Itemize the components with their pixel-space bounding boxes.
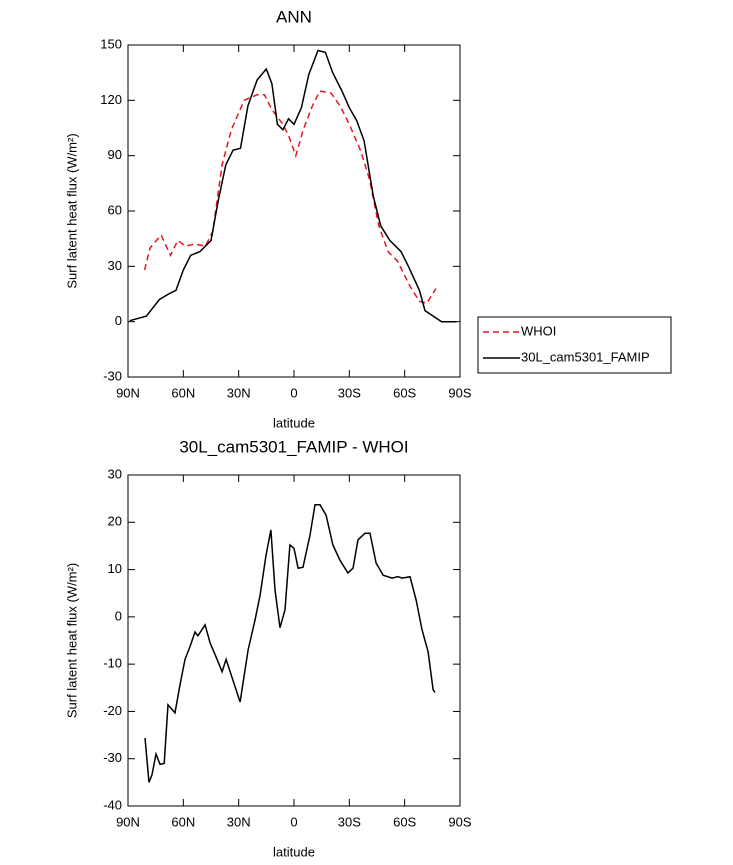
y-tick-label: 20 [108,514,122,529]
x-tick-label: 0 [290,814,297,829]
y-tick-label: 120 [100,92,122,107]
plot-frame [127,474,461,807]
x-tick-label: 0 [290,385,297,400]
x-tick-label: 60S [393,385,416,400]
x-tick-label: 30N [227,814,251,829]
x-tick-label: 90S [448,814,471,829]
y-axis-label: Surf latent heat flux (W/m²) [64,133,79,288]
chart-title: ANN [276,7,312,26]
legend-label: WHOI [521,323,556,338]
y-tick-label: -10 [103,656,122,671]
y-tick-label: 10 [108,561,122,576]
y-tick-label: 30 [108,258,122,273]
x-tick-label: 30S [338,385,361,400]
y-tick-label: -30 [103,368,122,383]
x-tick-label: 90N [116,814,140,829]
x-tick-label: 60S [393,814,416,829]
x-axis-label: latitude [273,844,315,859]
data-line [143,90,437,305]
x-tick-label: 60N [171,385,195,400]
y-tick-label: 0 [115,608,122,623]
y-tick-label: 90 [108,147,122,162]
y-tick-label: -20 [103,703,122,718]
x-tick-label: 60N [171,814,195,829]
data-line [129,49,457,323]
y-tick-label: 30 [108,466,122,481]
x-tick-label: 90S [448,385,471,400]
x-tick-label: 90N [116,385,140,400]
y-tick-label: 0 [115,313,122,328]
y-tick-label: 150 [100,36,122,51]
y-tick-label: -30 [103,750,122,765]
chart-title: 30L_cam5301_FAMIP - WHOI [179,437,408,456]
x-tick-label: 30N [227,385,251,400]
y-axis-label: Surf latent heat flux (W/m²) [64,563,79,718]
x-tick-label: 30S [338,814,361,829]
legend-box [477,316,672,374]
data-line [144,504,436,783]
legend-label: 30L_cam5301_FAMIP [521,349,650,364]
y-tick-label: -40 [103,797,122,812]
plot-frame [127,44,461,378]
y-tick-label: 60 [108,202,122,217]
x-axis-label: latitude [273,415,315,430]
